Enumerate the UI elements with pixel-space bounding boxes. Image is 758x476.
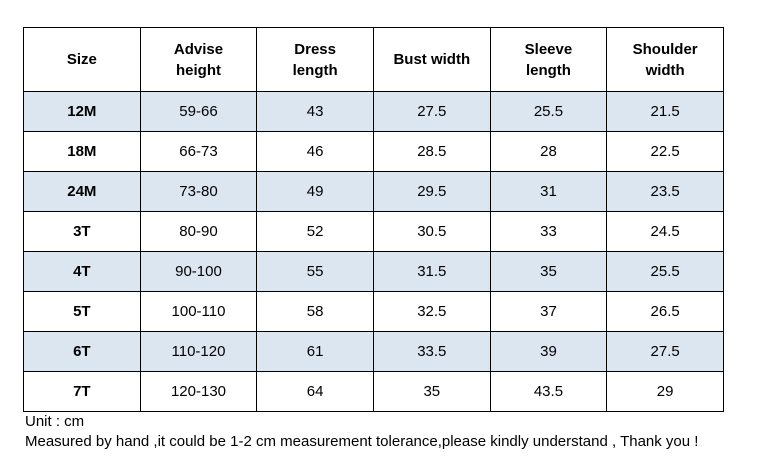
size-cell: 18M xyxy=(23,131,141,172)
unit-note: Unit : cm xyxy=(25,413,85,430)
measure-cell: 28.5 xyxy=(372,131,491,172)
header-cell: Shoulder width xyxy=(606,27,724,92)
size-cell: 3T xyxy=(23,211,141,252)
size-cell: 12M xyxy=(23,91,141,132)
measure-cell: 31.5 xyxy=(372,251,491,292)
table-row: 6T 110-120 61 33.5 39 27.5 xyxy=(23,331,724,372)
header-cell: Sleeve length xyxy=(489,27,608,92)
measure-cell: 26.5 xyxy=(606,291,724,332)
measure-cell: 49 xyxy=(256,171,374,212)
measure-cell: 29.5 xyxy=(372,171,491,212)
tolerance-note: Measured by hand ,it could be 1-2 cm mea… xyxy=(25,433,699,450)
measure-cell: 21.5 xyxy=(606,91,724,132)
table-row: 18M 66-73 46 28.5 28 22.5 xyxy=(23,131,724,172)
measure-cell: 90-100 xyxy=(139,251,258,292)
table-body: 12M 59-66 43 27.5 25.5 21.5 18M 66-73 46 28.5 28 22… xyxy=(23,91,724,412)
measure-cell: 28 xyxy=(489,131,608,172)
measure-cell: 30.5 xyxy=(372,211,491,252)
size-cell: 5T xyxy=(23,291,141,332)
header-row: Size Advise height Dress length Bust width S… xyxy=(23,27,724,92)
measure-cell: 39 xyxy=(489,331,608,372)
size-cell: 6T xyxy=(23,331,141,372)
size-table: Size Advise height Dress length Bust width S… xyxy=(23,27,724,412)
measure-cell: 25.5 xyxy=(489,91,608,132)
measure-cell: 23.5 xyxy=(606,171,724,212)
measure-cell: 37 xyxy=(489,291,608,332)
measure-cell: 64 xyxy=(256,371,374,412)
header-text: Dress length xyxy=(292,40,338,79)
measure-cell: 29 xyxy=(606,371,724,412)
measure-cell: 80-90 xyxy=(139,211,258,252)
header-text: Bust width xyxy=(393,51,471,68)
measure-cell: 66-73 xyxy=(139,131,258,172)
measure-cell: 58 xyxy=(256,291,374,332)
header-cell: Advise height xyxy=(139,27,258,92)
measure-cell: 55 xyxy=(256,251,374,292)
header-text: Advise height xyxy=(173,40,224,79)
measure-cell: 43.5 xyxy=(489,371,608,412)
measure-cell: 24.5 xyxy=(606,211,724,252)
measure-cell: 27.5 xyxy=(606,331,724,372)
table-row: 12M 59-66 43 27.5 25.5 21.5 xyxy=(23,91,724,132)
measure-cell: 25.5 xyxy=(606,251,724,292)
measure-cell: 73-80 xyxy=(139,171,258,212)
table-row: 4T 90-100 55 31.5 35 25.5 xyxy=(23,251,724,292)
measure-cell: 27.5 xyxy=(372,91,491,132)
size-cell: 24M xyxy=(23,171,141,212)
table-row: 7T 120-130 64 35 43.5 29 xyxy=(23,371,724,412)
measure-cell: 61 xyxy=(256,331,374,372)
header-text: Sleeve length xyxy=(524,40,573,79)
measure-cell: 22.5 xyxy=(606,131,724,172)
measure-cell: 43 xyxy=(256,91,374,132)
header-cell: Dress length xyxy=(256,27,374,92)
measure-cell: 35 xyxy=(489,251,608,292)
measure-cell: 33 xyxy=(489,211,608,252)
measure-cell: 59-66 xyxy=(139,91,258,132)
measure-cell: 52 xyxy=(256,211,374,252)
measure-cell: 33.5 xyxy=(372,331,491,372)
table-row: 24M 73-80 49 29.5 31 23.5 xyxy=(23,171,724,212)
header-text: Size xyxy=(66,51,97,68)
measure-cell: 100-110 xyxy=(139,291,258,332)
measure-cell: 110-120 xyxy=(139,331,258,372)
measure-cell: 46 xyxy=(256,131,374,172)
measure-cell: 120-130 xyxy=(139,371,258,412)
measure-cell: 35 xyxy=(372,371,491,412)
table-row: 5T 100-110 58 32.5 37 26.5 xyxy=(23,291,724,332)
header-cell: Size xyxy=(23,27,141,92)
header-cell: Bust width xyxy=(372,27,491,92)
header-text: Shoulder width xyxy=(632,40,698,79)
size-cell: 7T xyxy=(23,371,141,412)
measure-cell: 32.5 xyxy=(372,291,491,332)
measure-cell: 31 xyxy=(489,171,608,212)
table-row: 3T 80-90 52 30.5 33 24.5 xyxy=(23,211,724,252)
size-cell: 4T xyxy=(23,251,141,292)
